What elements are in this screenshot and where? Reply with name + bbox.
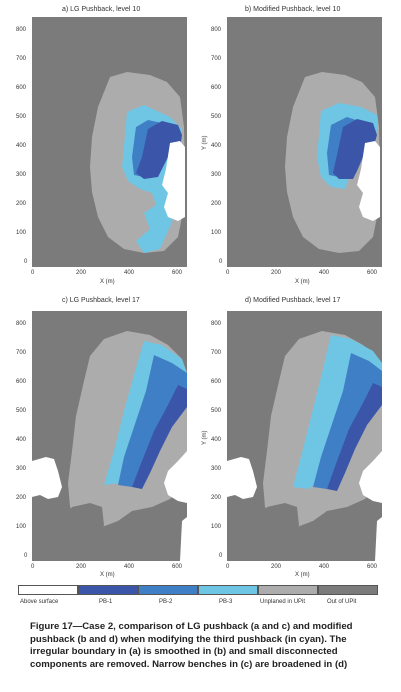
- pb1-area: [327, 383, 382, 491]
- figure-caption: Figure 17—Case 2, comparison of LG pushb…: [30, 621, 390, 671]
- xtick: 200: [76, 270, 87, 276]
- xtick: 400: [319, 564, 330, 570]
- xtick: 600: [172, 270, 183, 276]
- caption-line: irregular boundary in (a) is smoothed in…: [30, 646, 338, 658]
- legend-swatch-pb1: [78, 585, 138, 595]
- pb2-area: [118, 355, 187, 487]
- legend-swatch-out-of-pit: [318, 585, 378, 595]
- xtick: 600: [172, 564, 183, 570]
- legend-label: PB-1: [99, 599, 113, 605]
- ytick: 100: [211, 524, 222, 530]
- xtick: 0: [226, 270, 230, 276]
- ytick: 100: [16, 524, 27, 530]
- ytick: 500: [16, 114, 27, 120]
- above-surface-area: [357, 141, 380, 221]
- ytick: 800: [211, 321, 222, 327]
- xtick: 400: [124, 270, 135, 276]
- legend-label: Above surface: [20, 599, 59, 605]
- pb1-area: [333, 119, 377, 179]
- xtick: 0: [31, 564, 35, 570]
- ytick: 0: [219, 553, 223, 559]
- above-surface-area: [227, 451, 382, 561]
- panel-a-title: a) LG Pushback, level 10: [62, 6, 141, 13]
- ytick: 100: [16, 230, 27, 236]
- ytick: 200: [16, 201, 27, 207]
- ytick: 700: [16, 56, 27, 62]
- ytick: 500: [16, 408, 27, 414]
- caption-line: pushback (b and d) when modifying the th…: [30, 633, 347, 645]
- panel-b-title: b) Modified Pushback, level 10: [245, 6, 341, 13]
- xtick: 0: [31, 270, 35, 276]
- panel-a-xlabel: X (m): [100, 279, 115, 285]
- xtick: 200: [271, 564, 282, 570]
- legend-label: Unplaned in UPit: [260, 599, 306, 605]
- panel-c-plot: [32, 311, 187, 561]
- ytick: 500: [211, 408, 222, 414]
- ytick: 600: [211, 379, 222, 385]
- pb1-area: [132, 385, 187, 489]
- ytick: 300: [211, 172, 222, 178]
- panel-b-plot: [227, 17, 382, 267]
- ytick: 200: [16, 495, 27, 501]
- ytick: 700: [211, 350, 222, 356]
- ytick: 300: [211, 466, 222, 472]
- panel-d-plot: [227, 311, 382, 561]
- ytick: 100: [211, 230, 222, 236]
- ytick: 600: [16, 379, 27, 385]
- xtick: 400: [124, 564, 135, 570]
- legend-label: Out of UPit: [327, 599, 357, 605]
- legend-label: PB-2: [159, 599, 173, 605]
- ytick: 800: [16, 321, 27, 327]
- out-of-pit-area: [255, 503, 299, 561]
- xtick: 600: [367, 270, 378, 276]
- xtick: 400: [319, 270, 330, 276]
- panel-c-title: c) LG Pushback, level 17: [62, 297, 140, 304]
- ytick: 0: [24, 259, 28, 265]
- out-of-pit-area: [60, 503, 104, 561]
- panel-d-ylabel: Y (m): [202, 430, 208, 445]
- ytick: 300: [16, 172, 27, 178]
- legend-swatch-pb3: [198, 585, 258, 595]
- above-surface-area: [32, 451, 187, 561]
- ytick: 0: [219, 259, 223, 265]
- ytick: 0: [24, 553, 28, 559]
- caption-line: Figure 17—Case 2, comparison of LG pushb…: [30, 621, 353, 632]
- panel-a-plot: [32, 17, 187, 267]
- ytick: 500: [211, 114, 222, 120]
- panel-b-ylabel: Y (m): [202, 135, 208, 150]
- ytick: 800: [16, 27, 27, 33]
- panel-c-xlabel: X (m): [100, 572, 115, 578]
- ytick: 200: [211, 495, 222, 501]
- xtick: 600: [367, 564, 378, 570]
- legend-label: PB-3: [219, 599, 233, 605]
- xtick: 200: [76, 564, 87, 570]
- legend-swatch-above-surface: [18, 585, 78, 595]
- ytick: 300: [16, 466, 27, 472]
- pb2-area: [313, 353, 382, 489]
- pb1-area: [136, 121, 182, 179]
- above-surface-area: [162, 141, 185, 221]
- legend-swatch-pb2: [138, 585, 198, 595]
- ytick: 600: [211, 85, 222, 91]
- ytick: 200: [211, 201, 222, 207]
- ytick: 400: [211, 437, 222, 443]
- ytick: 800: [211, 27, 222, 33]
- panel-d-title: d) Modified Pushback, level 17: [245, 297, 341, 304]
- ytick: 400: [16, 437, 27, 443]
- ytick: 700: [211, 56, 222, 62]
- caption-line: components are removed. Narrow benches i…: [30, 658, 348, 670]
- xtick: 0: [226, 564, 230, 570]
- panel-d-xlabel: X (m): [295, 572, 310, 578]
- xtick: 200: [271, 270, 282, 276]
- legend-swatch-unplanned: [258, 585, 318, 595]
- ytick: 400: [211, 143, 222, 149]
- ytick: 700: [16, 350, 27, 356]
- ytick: 400: [16, 143, 27, 149]
- panel-b-xlabel: X (m): [295, 279, 310, 285]
- ytick: 600: [16, 85, 27, 91]
